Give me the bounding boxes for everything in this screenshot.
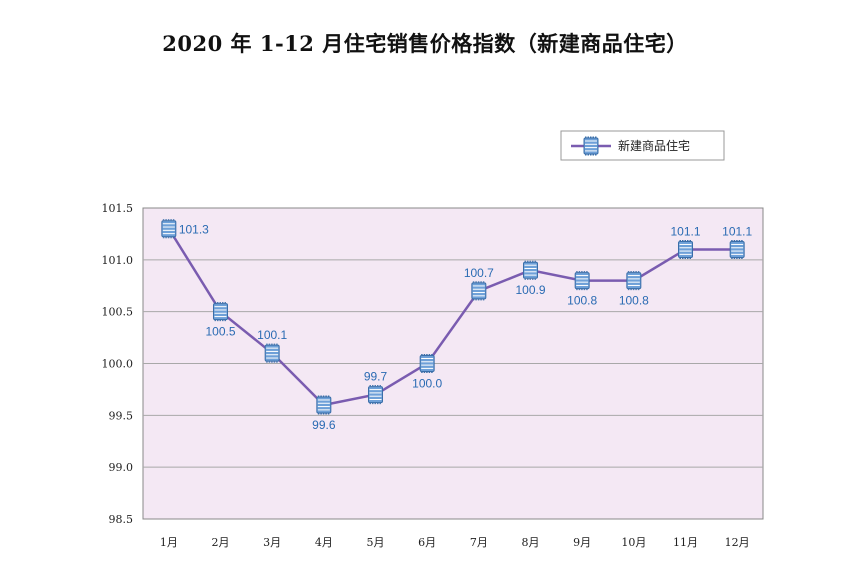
x-tick-label: 7月 (470, 536, 488, 549)
legend: 新建商品住宅 (560, 130, 725, 161)
x-tick-label: 3月 (263, 536, 281, 549)
x-tick-label: 1月 (160, 536, 178, 549)
legend-marker-icon (583, 136, 599, 156)
data-label: 100.5 (205, 325, 235, 339)
data-point-marker (471, 281, 487, 301)
data-point-marker (574, 271, 590, 291)
data-label: 100.8 (619, 294, 649, 308)
legend-marker-glyph (583, 136, 599, 156)
x-axis-ticks: 1月 2月 3月 4月 5月 6月 7月 8月 9月 10月 11月 12月 (160, 536, 750, 549)
series-line (167, 228, 738, 407)
data-point-marker (161, 219, 177, 239)
legend-label: 新建商品住宅 (618, 138, 690, 153)
x-tick-label: 9月 (573, 536, 591, 549)
x-tick-label: 5月 (367, 536, 385, 549)
x-tick-label: 6月 (418, 536, 436, 549)
y-axis-ticks: 98.5 99.0 99.5 100.0 100.5 101.0 101.5 (102, 202, 134, 526)
y-tick-label: 101.0 (102, 254, 134, 267)
y-tick-label: 98.5 (109, 513, 134, 526)
data-labels: 101.3 100.5 100.1 99.6 99.7 100.0 100.7 100.9 10… (179, 223, 753, 432)
data-point-marker (264, 343, 280, 363)
data-label: 100.8 (567, 294, 597, 308)
y-tick-label: 100.5 (102, 306, 134, 319)
data-label: 99.7 (364, 370, 388, 384)
x-tick-label: 8月 (522, 536, 540, 549)
data-label: 100.7 (464, 266, 494, 280)
y-tick-label: 101.5 (102, 202, 134, 215)
data-label: 101.3 (179, 223, 209, 237)
x-tick-label: 10月 (621, 536, 646, 549)
y-tick-label: 99.0 (109, 461, 134, 474)
data-point-marker (368, 385, 383, 405)
data-point-marker (626, 271, 642, 291)
x-tick-label: 11月 (673, 536, 698, 549)
data-point-marker (316, 395, 332, 415)
series-markers (161, 219, 745, 415)
chart-title: 2020 年 1-12 月住宅销售价格指数（新建商品住宅） (162, 31, 688, 56)
data-label: 100.0 (412, 377, 442, 391)
data-label: 99.6 (312, 418, 336, 432)
y-tick-label: 99.5 (109, 409, 134, 422)
data-label: 101.1 (722, 224, 752, 238)
data-point-marker (213, 302, 228, 322)
y-tick-label: 100.0 (102, 358, 134, 371)
data-point-marker (729, 239, 745, 259)
x-tick-label: 2月 (212, 536, 230, 549)
data-label: 100.9 (515, 283, 545, 297)
data-label: 100.1 (257, 328, 287, 342)
data-label: 101.1 (670, 224, 700, 238)
data-point-marker (678, 239, 693, 259)
gridlines (143, 259, 763, 468)
data-point-marker (523, 260, 538, 280)
x-tick-label: 4月 (315, 536, 333, 549)
data-point-marker (419, 354, 435, 373)
x-tick-label: 12月 (725, 536, 750, 549)
